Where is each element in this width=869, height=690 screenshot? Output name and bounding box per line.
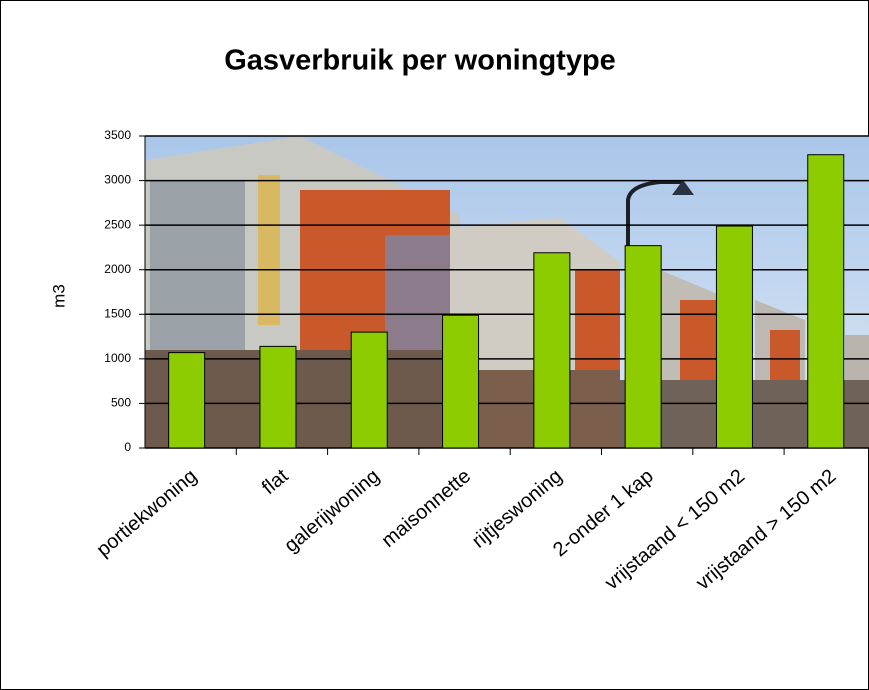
y-tick-label: 0 <box>124 440 131 454</box>
bar <box>625 246 661 448</box>
y-axis-label: m3 <box>49 284 68 308</box>
bar <box>260 346 296 448</box>
y-tick-label: 1000 <box>104 351 131 365</box>
chart-title: Gasverbruik per woningtype <box>224 45 616 77</box>
y-tick-label: 500 <box>111 396 131 410</box>
chart: Gasverbruik per woningtype m3 0 500 1000 15… <box>0 0 869 690</box>
bar <box>169 353 205 448</box>
bar <box>534 253 570 448</box>
bar <box>443 315 479 448</box>
bar <box>716 226 752 448</box>
y-tick-label: 2500 <box>104 217 131 231</box>
y-tick-label: 2000 <box>104 262 131 276</box>
background-photo <box>145 136 869 448</box>
y-tick-label: 1500 <box>104 306 131 320</box>
y-tick-label: 3500 <box>104 128 131 142</box>
y-tick-label: 3000 <box>104 173 131 187</box>
bar <box>808 155 844 448</box>
bar <box>351 332 387 448</box>
